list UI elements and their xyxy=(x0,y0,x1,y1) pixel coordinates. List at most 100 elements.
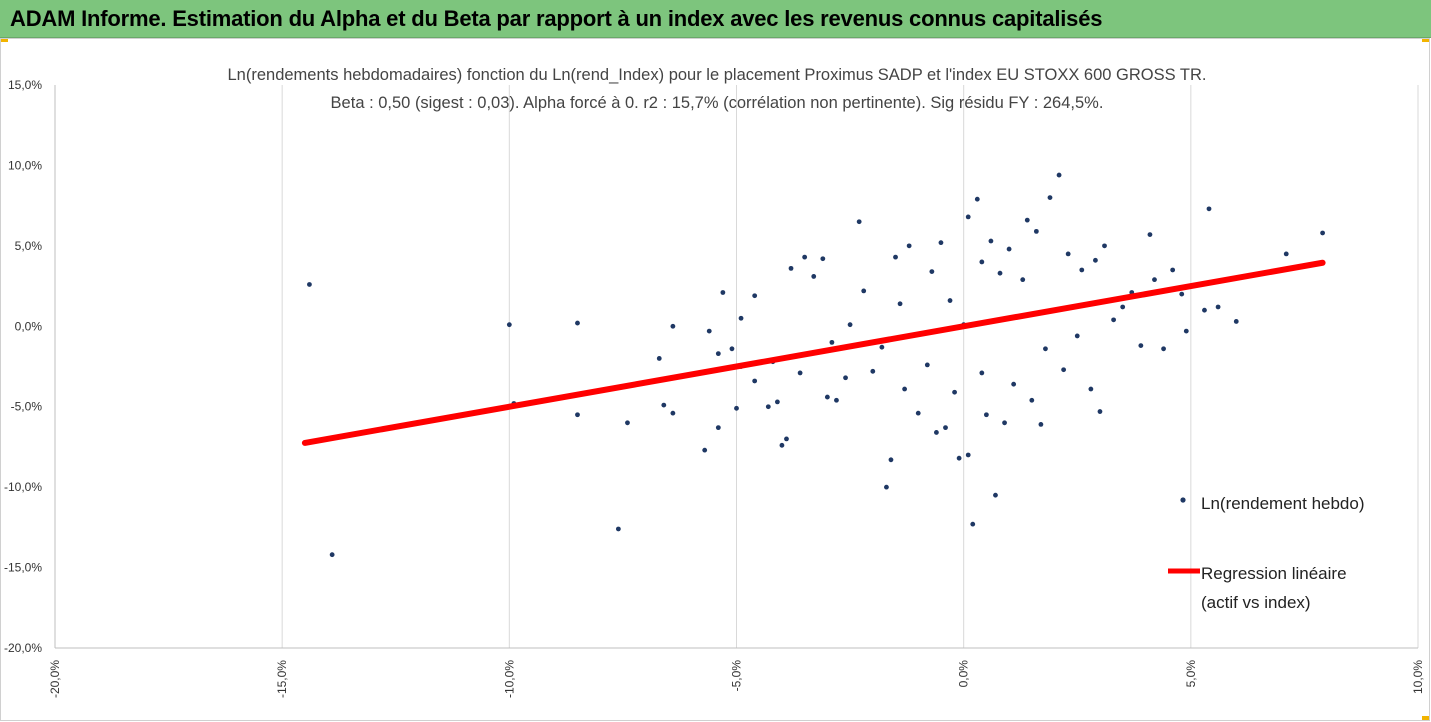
x-tick-label-3: -5,0% xyxy=(730,660,744,692)
data-point-29 xyxy=(788,265,794,271)
data-point-96 xyxy=(1179,291,1185,297)
data-point-59 xyxy=(965,452,971,458)
data-point-86 xyxy=(1097,409,1103,414)
legend-label-scatter: Ln(rendement hebdo) xyxy=(1201,494,1365,513)
chart-title-line-2: Beta : 0,50 (sigest : 0,03). Alpha forcé… xyxy=(331,94,1104,112)
x-tick-label-0: -20,0% xyxy=(48,660,62,698)
data-point-80 xyxy=(1061,367,1067,373)
scatter-points xyxy=(307,172,1325,558)
y-tick-label-2: 5,0% xyxy=(15,239,43,253)
data-point-61 xyxy=(970,521,976,527)
data-point-87 xyxy=(1102,243,1107,249)
legend-label-regression: Regression linéaire (actif vs index) xyxy=(1201,564,1347,612)
corner-marker-bottom-right xyxy=(1422,716,1430,720)
legend-marker-scatter xyxy=(1180,497,1186,503)
data-point-57 xyxy=(956,455,962,461)
data-point-101 xyxy=(1233,319,1239,324)
data-point-7 xyxy=(625,420,630,426)
x-tick-label-4: 0,0% xyxy=(957,660,971,688)
data-point-78 xyxy=(1047,195,1053,201)
data-point-15 xyxy=(715,425,721,431)
data-point-12 xyxy=(702,447,708,453)
data-point-51 xyxy=(929,269,935,274)
data-point-31 xyxy=(802,254,808,260)
y-tick-label-5: -10,0% xyxy=(4,480,42,494)
data-point-11 xyxy=(670,410,676,416)
data-point-60 xyxy=(965,214,971,220)
y-tick-label-7: -20,0% xyxy=(4,641,42,655)
report-banner: ADAM Informe. Estimation du Alpha et du … xyxy=(0,0,1431,38)
data-point-75 xyxy=(1033,228,1039,234)
data-point-95 xyxy=(1170,267,1176,273)
data-point-91 xyxy=(1138,343,1144,348)
data-point-93 xyxy=(1152,277,1157,283)
data-point-73 xyxy=(1024,217,1030,223)
data-point-10 xyxy=(670,323,676,329)
legend-label-regression-line-1: (actif vs index) xyxy=(1201,593,1311,612)
data-point-32 xyxy=(811,274,817,279)
data-point-30 xyxy=(797,370,803,376)
data-point-36 xyxy=(834,397,839,403)
data-point-76 xyxy=(1038,422,1044,427)
report-title: ADAM Informe. Estimation du Alpha et du … xyxy=(10,6,1103,31)
data-point-53 xyxy=(938,240,944,246)
y-tick-label-6: -15,0% xyxy=(4,561,42,575)
data-point-55 xyxy=(947,298,953,303)
data-point-27 xyxy=(779,442,785,448)
data-point-16 xyxy=(715,351,721,357)
data-point-0 xyxy=(307,282,312,287)
data-point-77 xyxy=(1043,346,1048,352)
data-point-43 xyxy=(884,484,889,490)
data-point-41 xyxy=(870,368,876,374)
data-point-39 xyxy=(856,219,862,225)
legend: Ln(rendement hebdo) Regression linéaire (… xyxy=(1168,494,1365,612)
data-point-65 xyxy=(983,412,989,418)
data-point-23 xyxy=(752,293,758,299)
data-point-79 xyxy=(1056,172,1062,178)
x-tick-label-1: -15,0% xyxy=(275,660,289,698)
corner-marker-left xyxy=(0,38,8,42)
data-point-99 xyxy=(1206,206,1212,212)
data-point-1 xyxy=(329,552,335,558)
data-point-28 xyxy=(784,436,789,442)
data-point-20 xyxy=(738,315,744,321)
x-tick-label-6: 10,0% xyxy=(1411,660,1425,694)
data-point-69 xyxy=(1002,420,1007,426)
data-point-45 xyxy=(893,254,898,260)
x-tick-label-5: 5,0% xyxy=(1184,660,1198,688)
data-point-66 xyxy=(988,238,994,244)
data-point-92 xyxy=(1147,232,1153,237)
data-point-19 xyxy=(734,405,739,411)
data-point-82 xyxy=(1074,333,1080,339)
y-tick-label-3: 0,0% xyxy=(15,319,43,333)
regression-line-path xyxy=(301,259,1326,446)
data-point-47 xyxy=(902,386,908,392)
data-point-83 xyxy=(1079,267,1085,273)
data-point-26 xyxy=(774,399,780,405)
legend-label-regression-line-0: Regression linéaire xyxy=(1201,564,1347,583)
data-point-17 xyxy=(720,290,726,295)
data-point-84 xyxy=(1088,386,1094,392)
x-tick-label-2: -10,0% xyxy=(502,660,516,698)
data-point-98 xyxy=(1202,307,1207,313)
data-point-63 xyxy=(979,259,985,265)
data-point-9 xyxy=(661,402,667,408)
chart-title-line-1: Ln(rendements hebdomadaires) fonction du… xyxy=(228,66,1207,84)
data-point-85 xyxy=(1093,257,1098,263)
y-tick-label-4: -5,0% xyxy=(11,400,43,414)
data-point-22 xyxy=(752,378,758,384)
data-point-68 xyxy=(997,270,1003,276)
data-point-88 xyxy=(1111,317,1116,323)
data-point-46 xyxy=(897,301,903,307)
data-point-71 xyxy=(1011,381,1017,387)
data-point-5 xyxy=(575,412,580,418)
data-point-44 xyxy=(888,457,894,463)
axes xyxy=(54,85,1418,649)
data-point-89 xyxy=(1120,304,1126,310)
data-point-49 xyxy=(915,410,921,416)
data-point-52 xyxy=(934,430,939,435)
corner-marker-right xyxy=(1422,38,1430,42)
data-point-48 xyxy=(906,243,912,249)
data-point-6 xyxy=(615,526,621,532)
